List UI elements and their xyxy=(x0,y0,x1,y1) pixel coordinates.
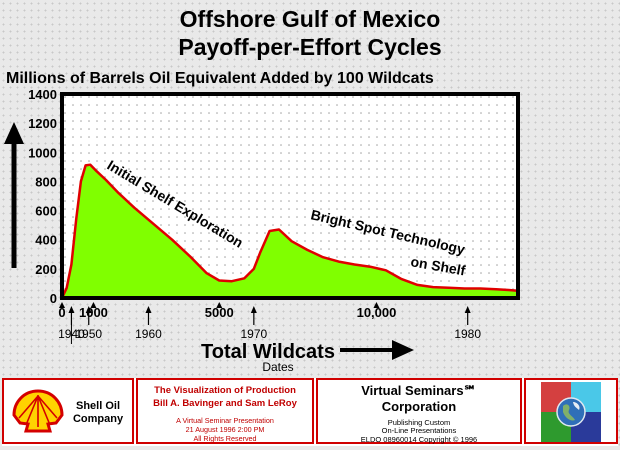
x-axis-label: Total Wildcats xyxy=(201,341,335,363)
y-tick-label: 1400 xyxy=(28,87,57,102)
chart-title-line2: Payoff-per-Effort Cycles xyxy=(178,34,442,60)
date-arrow-head xyxy=(464,306,471,313)
y-tick-label: 800 xyxy=(35,174,57,189)
y-tick-label: 600 xyxy=(35,204,57,219)
presentation-authors: Bill A. Bavinger and Sam LeRoy xyxy=(153,398,297,409)
date-arrow-head xyxy=(145,306,152,313)
date-label: 1950 xyxy=(75,327,102,341)
y-axis-arrow-head xyxy=(4,122,24,144)
vs-corporation: Corporation xyxy=(381,399,457,414)
x-tick-label: 0 xyxy=(58,305,65,320)
date-label: 1970 xyxy=(240,327,267,341)
area-fill xyxy=(62,164,518,298)
x-tick-label: 10,000 xyxy=(357,305,397,320)
vs-presentations: On-Line Presentations xyxy=(381,426,457,435)
presentation-rights: All Rights Reserved xyxy=(193,434,257,443)
chart-title: Offshore Gulf of Mexico xyxy=(179,6,441,32)
shell-logo-icon xyxy=(12,389,64,433)
y-tick-label: 1000 xyxy=(28,145,57,160)
date-arrow-head xyxy=(250,306,257,313)
x-tick-marker xyxy=(59,302,65,308)
chart-subtitle: Millions of Barrels Oil Equivalent Added… xyxy=(6,70,434,87)
presentation-date: 21 August 1996 2:00 PM xyxy=(185,425,265,434)
date-label: 1980 xyxy=(454,327,481,341)
y-tick-label: 1200 xyxy=(28,116,57,131)
x-tick-marker xyxy=(373,302,380,308)
footer: Shell Oil Company The Visualization of P… xyxy=(2,378,618,446)
presentation-title: The Visualization of Production xyxy=(154,385,296,396)
dates-label: Dates xyxy=(262,360,293,374)
date-label: 1960 xyxy=(135,327,162,341)
presentation-box: The Visualization of Production Bill A. … xyxy=(136,378,314,444)
x-tick-label: 5000 xyxy=(205,305,234,320)
presentation-note: A Virtual Seminar Presentation xyxy=(176,416,274,425)
shell-box: Shell Oil Company xyxy=(2,378,134,444)
virtual-seminars-box: Virtual Seminars℠ Corporation Publishing… xyxy=(316,378,522,444)
y-tick-label: 200 xyxy=(35,262,57,277)
y-tick-label: 400 xyxy=(35,233,57,248)
shell-line1: Shell Oil xyxy=(75,400,120,412)
shell-line2: Company xyxy=(72,413,124,425)
x-tick-marker xyxy=(216,302,223,308)
x-tick-marker xyxy=(90,302,97,308)
date-arrow-head xyxy=(68,306,75,313)
date-arrow-head xyxy=(85,306,92,313)
vs-name: Virtual Seminars℠ xyxy=(361,383,477,398)
plot-frame xyxy=(60,92,520,300)
series-line xyxy=(60,163,519,299)
shell-company-name: Shell Oil Company xyxy=(66,400,130,426)
vs-copyright: ELDO 08960014 Copyright © 1996 xyxy=(360,435,478,444)
vs-publishing: Publishing Custom xyxy=(387,418,451,427)
x-axis-arrow-head xyxy=(392,340,414,360)
logo-box xyxy=(524,378,618,444)
x-tick-label: 1000 xyxy=(79,305,108,320)
area-chart: 0 200 400 600 800 1000 1200 1400 0 1000 5000 10,000… xyxy=(4,87,520,374)
y-tick-label: 0 xyxy=(50,291,57,306)
earth-logo-icon xyxy=(541,382,601,442)
